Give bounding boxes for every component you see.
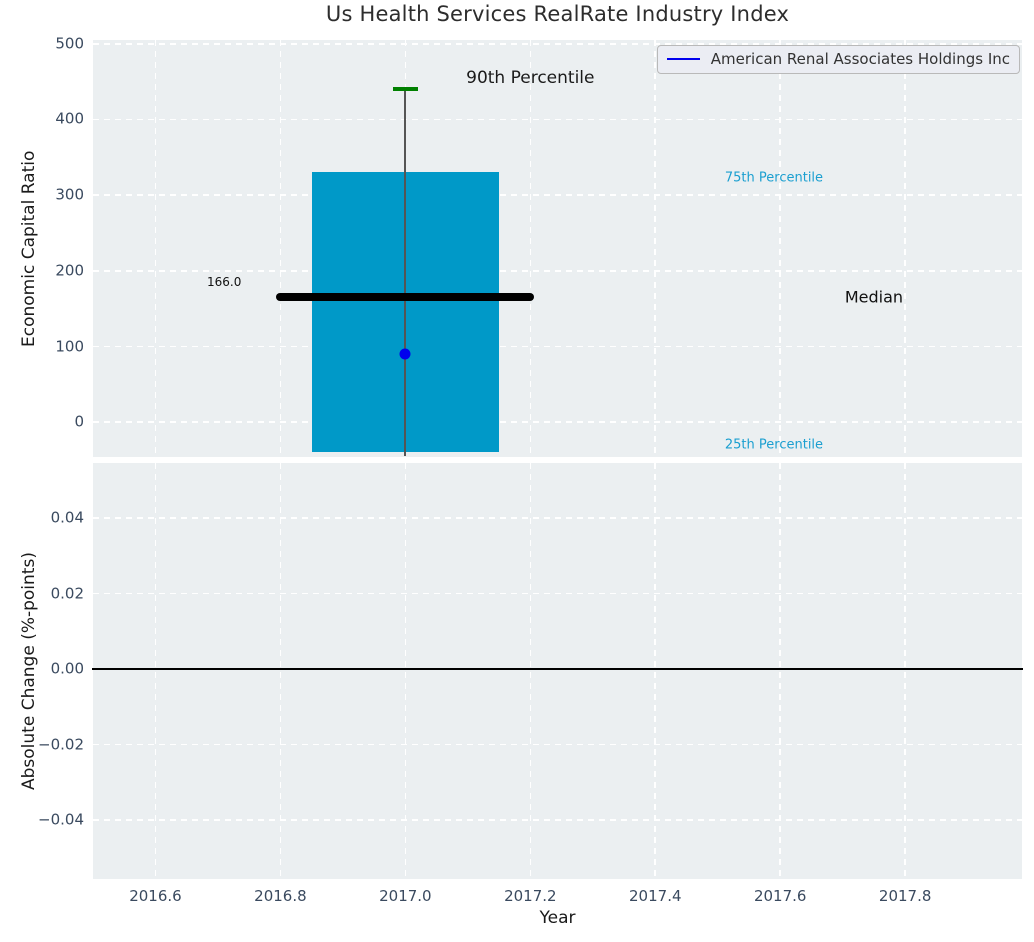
whisker-line [404, 89, 407, 457]
chart-title: Us Health Services RealRate Industry Ind… [325, 2, 790, 26]
gridline-vertical [654, 40, 657, 457]
gridline-vertical [654, 463, 657, 879]
gridline-vertical [529, 40, 532, 457]
axes-bottom: 0.04 0.02 0.00 −0.02 −0.04 2016.6 2016.8 2017.0… [38, 463, 1023, 905]
xtick-label: 2016.8 [254, 887, 307, 905]
xtick-label: 2017.4 [629, 887, 682, 905]
xtick-label: 2017.0 [379, 887, 432, 905]
gridline-horizontal [93, 42, 1022, 45]
ylabel-economic-capital-ratio: Economic Capital Ratio [19, 150, 39, 347]
gridline-vertical [154, 463, 157, 879]
ytick-label: 0.00 [50, 659, 84, 678]
annotation-75th-percentile: 75th Percentile [724, 170, 824, 186]
gridline-vertical [279, 40, 282, 457]
gridline-horizontal [93, 194, 1022, 196]
xlabel-year: Year [539, 908, 576, 928]
ytick-label: 0.02 [50, 584, 84, 603]
gridline-horizontal [93, 118, 1022, 121]
gridline-horizontal [93, 421, 1022, 423]
gridline-vertical [779, 40, 782, 457]
gridline-horizontal [93, 345, 1022, 348]
gridline-vertical [529, 463, 532, 879]
gridline-vertical [404, 463, 407, 879]
annotation-median: Median [844, 287, 904, 307]
legend-line-swatch [666, 58, 700, 60]
gridline-vertical [154, 40, 157, 457]
legend: American Renal Associates Holdings Inc [656, 45, 1020, 74]
ytick-label: 500 [55, 34, 84, 53]
annotation-25th-percentile: 25th Percentile [724, 437, 824, 453]
xtick-label: 2017.8 [878, 887, 932, 905]
gridline-vertical [279, 463, 282, 879]
ytick-label: 0 [74, 412, 84, 431]
gridline-horizontal [93, 819, 1022, 821]
gridline-horizontal [93, 270, 1022, 272]
ytick-label: 300 [55, 185, 84, 204]
ytick-label: 100 [55, 337, 84, 356]
gridline-vertical [904, 40, 906, 457]
zero-line [92, 668, 1023, 670]
legend-label: American Renal Associates Holdings Inc [710, 50, 1010, 68]
ytick-label: 200 [55, 261, 84, 280]
xtick-label: 2016.6 [129, 887, 182, 905]
gridline-horizontal [93, 517, 1022, 519]
ytick-label: 0.04 [50, 508, 84, 527]
xtick-label: 2017.6 [753, 887, 807, 905]
median-line [276, 292, 535, 301]
ytick-label: −0.02 [38, 735, 84, 754]
gridline-horizontal [93, 743, 1022, 746]
xtick-label: 2017.2 [504, 887, 557, 905]
annotation-90th-percentile: 90th Percentile [466, 67, 595, 88]
annotation-166-0: 166.0 [207, 275, 242, 290]
axes-top: American Renal Associates Holdings Inc 0… [55, 34, 1022, 457]
whisker-cap-90th-percentile [392, 87, 418, 92]
ytick-label: −0.04 [38, 810, 84, 829]
gridline-vertical [904, 463, 906, 879]
ytick-label: 400 [55, 110, 84, 129]
gridline-vertical [779, 463, 782, 879]
gridline-horizontal [93, 592, 1022, 595]
company-point [399, 348, 411, 360]
